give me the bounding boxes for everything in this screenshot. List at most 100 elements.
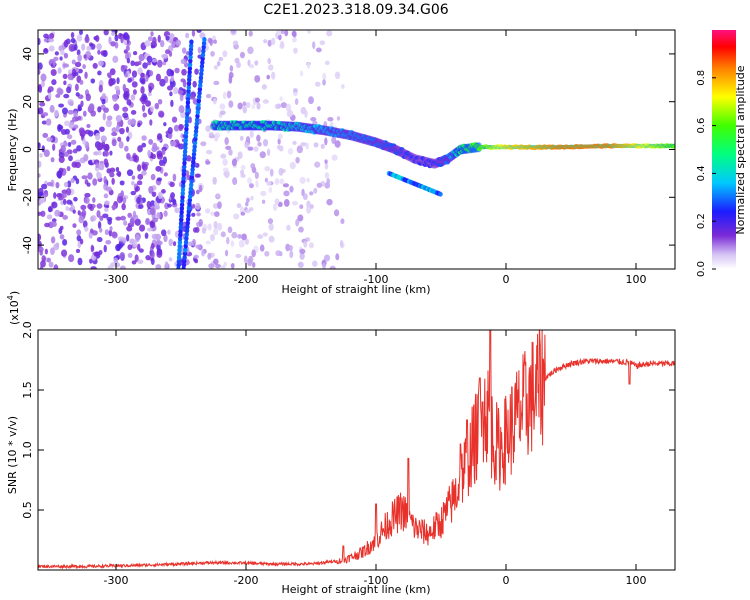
noise-dot: [73, 44, 78, 51]
noise-dot: [44, 248, 48, 255]
track-1-segment: [176, 255, 182, 261]
track-1-segment: [186, 84, 191, 90]
track-2-segment: [181, 262, 187, 268]
noise-dot: [95, 162, 100, 169]
noise-dot: [43, 48, 49, 54]
noise-dot: [73, 196, 78, 202]
noise-dot: [60, 145, 66, 154]
track-1-segment: [179, 205, 185, 212]
track-2-segment: [186, 209, 191, 215]
noise-dot: [283, 190, 290, 197]
noise-dot: [67, 69, 73, 74]
noise-dot: [299, 248, 306, 255]
noise-dot: [177, 89, 184, 95]
noise-dot: [66, 134, 73, 140]
noise-dot: [58, 88, 64, 95]
track-2-segment: [190, 166, 195, 173]
noise-dot: [219, 110, 226, 116]
noise-dot: [244, 238, 250, 245]
noise-dot: [122, 106, 129, 112]
noise-dot: [331, 136, 337, 144]
noise-dot: [114, 34, 119, 42]
noise-dot: [237, 234, 242, 239]
noise-dot: [40, 210, 46, 217]
noise-dot: [208, 132, 214, 137]
noise-dot: [326, 178, 331, 185]
noise-dot: [145, 74, 149, 82]
noise-dot: [62, 73, 68, 79]
noise-dot: [96, 43, 102, 51]
noise-dot: [119, 127, 125, 135]
noise-dot: [126, 234, 130, 242]
noise-dot: [81, 209, 87, 217]
noise-dot: [315, 47, 322, 53]
noise-dot: [244, 141, 250, 149]
noise-dot: [50, 236, 56, 244]
track-1-segment: [188, 54, 193, 60]
noise-dot: [76, 49, 81, 56]
track-2-segment: [187, 197, 193, 203]
noise-dot: [156, 249, 163, 258]
noise-dot: [161, 53, 168, 59]
track-1-segment: [180, 190, 185, 196]
noise-dot: [254, 60, 259, 66]
noise-dot: [201, 249, 205, 257]
noise-dot: [117, 170, 122, 178]
noise-dot: [53, 192, 57, 199]
noise-dot: [130, 110, 137, 115]
noise-dot: [216, 193, 220, 198]
snr-y-tick-label: 0.5: [21, 501, 34, 519]
noise-dot: [279, 178, 285, 185]
noise-dot: [125, 126, 130, 133]
noise-dot: [90, 266, 97, 269]
noise-dot: [126, 225, 133, 232]
noise-dot: [75, 92, 80, 97]
noise-dot: [302, 193, 308, 201]
noise-dot: [240, 169, 245, 176]
noise-dot: [329, 265, 336, 269]
noise-dot: [97, 70, 102, 76]
noise-dot: [82, 64, 86, 70]
noise-dot: [205, 160, 211, 165]
noise-dot: [62, 215, 69, 220]
noise-dot: [213, 39, 217, 44]
track-1-segment: [185, 99, 191, 106]
noise-dot: [156, 212, 161, 220]
noise-dot: [50, 68, 57, 76]
noise-dot: [339, 239, 344, 248]
noise-dot: [186, 155, 192, 162]
noise-dot: [167, 126, 173, 135]
noise-dot: [105, 186, 112, 192]
noise-dot: [213, 228, 219, 236]
noise-dot: [76, 235, 82, 242]
noise-dot: [152, 36, 157, 45]
noise-dot: [278, 145, 284, 152]
noise-dot: [46, 137, 53, 142]
noise-dot: [68, 155, 73, 162]
noise-dot: [147, 36, 153, 42]
track-2-segment: [192, 140, 198, 146]
spectrogram-x-tick-label: -200: [234, 273, 259, 286]
noise-dot: [251, 262, 256, 268]
noise-dot: [274, 198, 280, 205]
noise-dot: [336, 116, 341, 121]
noise-dot: [167, 229, 171, 235]
noise-dot: [132, 239, 138, 248]
noise-dot: [210, 211, 215, 216]
track-1-segment: [182, 149, 188, 155]
noise-dot: [172, 241, 177, 247]
noise-dot: [267, 218, 274, 225]
noise-dot: [195, 202, 201, 210]
track-2-segment: [191, 151, 197, 157]
noise-dot: [113, 103, 120, 111]
track-2-segment: [199, 63, 205, 69]
noise-dot: [225, 145, 232, 150]
noise-dot: [285, 103, 292, 112]
noise-dot: [39, 249, 43, 256]
noise-dot: [87, 203, 93, 210]
noise-dot: [316, 182, 323, 188]
noise-dot: [313, 187, 318, 194]
noise-dot: [104, 200, 110, 206]
noise-dot: [245, 197, 250, 203]
